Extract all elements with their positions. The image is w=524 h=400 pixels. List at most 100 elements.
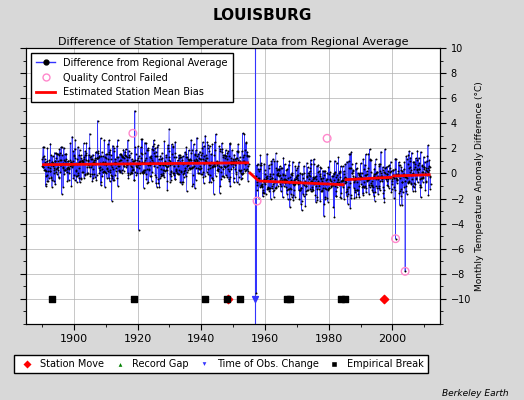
Point	[180, 170, 189, 176]
Point	[394, 168, 402, 174]
Point	[219, 166, 227, 172]
Point	[370, 171, 378, 178]
Point	[377, 172, 386, 179]
Point	[331, 169, 340, 175]
Point	[143, 166, 151, 172]
Point	[69, 174, 78, 181]
Point	[78, 169, 86, 175]
Point	[316, 198, 324, 205]
Point	[200, 161, 209, 167]
Point	[321, 195, 330, 202]
Point	[240, 166, 248, 172]
Point	[61, 151, 69, 157]
Point	[354, 175, 362, 181]
Point	[233, 179, 241, 185]
Point	[119, 146, 127, 153]
Point	[294, 159, 303, 166]
Point	[146, 159, 155, 166]
Point	[227, 160, 236, 166]
Point	[92, 176, 101, 183]
Point	[275, 167, 283, 173]
Point	[291, 194, 299, 200]
Point	[146, 162, 155, 168]
Point	[237, 170, 245, 176]
Point	[340, 175, 348, 181]
Point	[83, 170, 91, 176]
Point	[58, 191, 66, 197]
Point	[407, 172, 415, 178]
Point	[110, 144, 118, 151]
Point	[145, 167, 153, 174]
Point	[243, 152, 252, 159]
Point	[199, 174, 208, 180]
Point	[257, 162, 265, 168]
Point	[202, 152, 210, 158]
Point	[165, 157, 173, 163]
Point	[420, 166, 428, 172]
Point	[180, 168, 188, 174]
Point	[377, 148, 385, 155]
Point	[87, 164, 95, 170]
Point	[393, 176, 401, 182]
Point	[193, 134, 201, 141]
Point	[261, 170, 270, 177]
Point	[290, 175, 299, 182]
Point	[70, 172, 79, 178]
Point	[94, 150, 103, 156]
Point	[56, 150, 64, 156]
Point	[42, 173, 50, 179]
Point	[339, 177, 347, 183]
Point	[106, 169, 115, 175]
Point	[412, 166, 421, 172]
Point	[377, 170, 386, 176]
Point	[191, 177, 200, 183]
Point	[99, 158, 107, 165]
Point	[344, 158, 353, 164]
Point	[307, 160, 315, 167]
Point	[210, 190, 218, 197]
Point	[258, 181, 266, 188]
Point	[415, 160, 423, 166]
Point	[78, 158, 86, 165]
Point	[194, 151, 202, 157]
Point	[63, 158, 72, 164]
Point	[375, 161, 383, 167]
Point	[300, 193, 308, 199]
Point	[210, 162, 219, 169]
Point	[136, 160, 145, 167]
Point	[288, 180, 297, 187]
Point	[283, 187, 291, 193]
Point	[244, 162, 253, 169]
Point	[122, 153, 130, 160]
Point	[381, 146, 389, 153]
Point	[124, 172, 133, 178]
Point	[105, 137, 113, 143]
Point	[394, 171, 402, 177]
Point	[265, 162, 273, 168]
Point	[157, 166, 165, 172]
Point	[167, 176, 175, 183]
Point	[119, 154, 128, 161]
Point	[355, 172, 363, 178]
Point	[92, 172, 101, 178]
Point	[397, 164, 406, 170]
Point	[72, 179, 81, 185]
Point	[374, 185, 383, 191]
Point	[49, 165, 58, 171]
Point	[187, 150, 195, 157]
Point	[75, 175, 83, 182]
Point	[110, 177, 118, 184]
Point	[426, 174, 434, 180]
Point	[270, 184, 279, 191]
Point	[404, 152, 412, 158]
Point	[226, 157, 235, 164]
Point	[95, 152, 103, 159]
Point	[162, 166, 171, 173]
Point	[209, 177, 217, 183]
Point	[198, 170, 206, 177]
Point	[357, 174, 366, 181]
Point	[129, 130, 137, 136]
Point	[373, 169, 381, 175]
Point	[368, 186, 376, 193]
Point	[127, 170, 136, 176]
